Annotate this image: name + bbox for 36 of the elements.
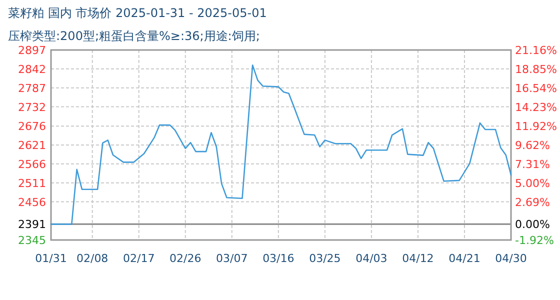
- y2-tick-label: 16.54%: [515, 82, 557, 96]
- y2-tick-label: 18.85%: [515, 63, 557, 76]
- x-tick-label: 04/03: [356, 252, 388, 265]
- chart-subtitle: 压榨类型:200型;粗蛋白含量%≥:36;用途:饲用;: [8, 29, 260, 43]
- x-tick-label: 03/25: [309, 252, 341, 265]
- x-tick-label: 04/21: [448, 252, 480, 265]
- y-tick-label: 2511: [18, 176, 46, 190]
- x-tick-label: 02/17: [123, 252, 155, 265]
- y2-tick-label: 14.23%: [515, 101, 557, 114]
- y2-tick-label: 2.69%: [515, 196, 550, 210]
- x-tick-label: 02/08: [76, 252, 108, 265]
- y2-tick-label: 7.31%: [515, 158, 550, 172]
- y-tick-label: 2621: [18, 139, 46, 152]
- y-tick-label: 2345: [18, 234, 46, 247]
- y-tick-label: 2732: [18, 100, 46, 114]
- chart-title: 菜籽粕 国内 市场价 2025-01-31 - 2025-05-01: [8, 6, 267, 20]
- y2-tick-label: 11.92%: [515, 120, 557, 134]
- y2-tick-label: -1.92%: [515, 234, 554, 247]
- x-tick-label: 03/16: [262, 252, 294, 265]
- y2-tick-label: 5.00%: [515, 177, 550, 190]
- y2-tick-label: 9.62%: [515, 139, 550, 152]
- x-tick-label: 04/30: [495, 252, 527, 265]
- y-tick-label: 2566: [18, 158, 46, 171]
- y-tick-label: 2897: [18, 44, 46, 57]
- x-tick-label: 02/26: [170, 252, 202, 265]
- line-series: [50, 64, 512, 225]
- x-tick-label: 03/07: [216, 252, 248, 265]
- y-tick-label: 2842: [18, 62, 46, 76]
- x-tick-label: 01/31: [35, 252, 67, 265]
- y2-tick-label: 0.00%: [515, 218, 550, 232]
- y-tick-label: 2391: [18, 218, 46, 232]
- y-tick-label: 2676: [18, 120, 46, 134]
- x-tick-label: 04/12: [402, 252, 434, 265]
- y-tick-label: 2456: [18, 196, 46, 209]
- y2-tick-label: 21.16%: [515, 44, 557, 57]
- y-tick-label: 2787: [18, 82, 46, 95]
